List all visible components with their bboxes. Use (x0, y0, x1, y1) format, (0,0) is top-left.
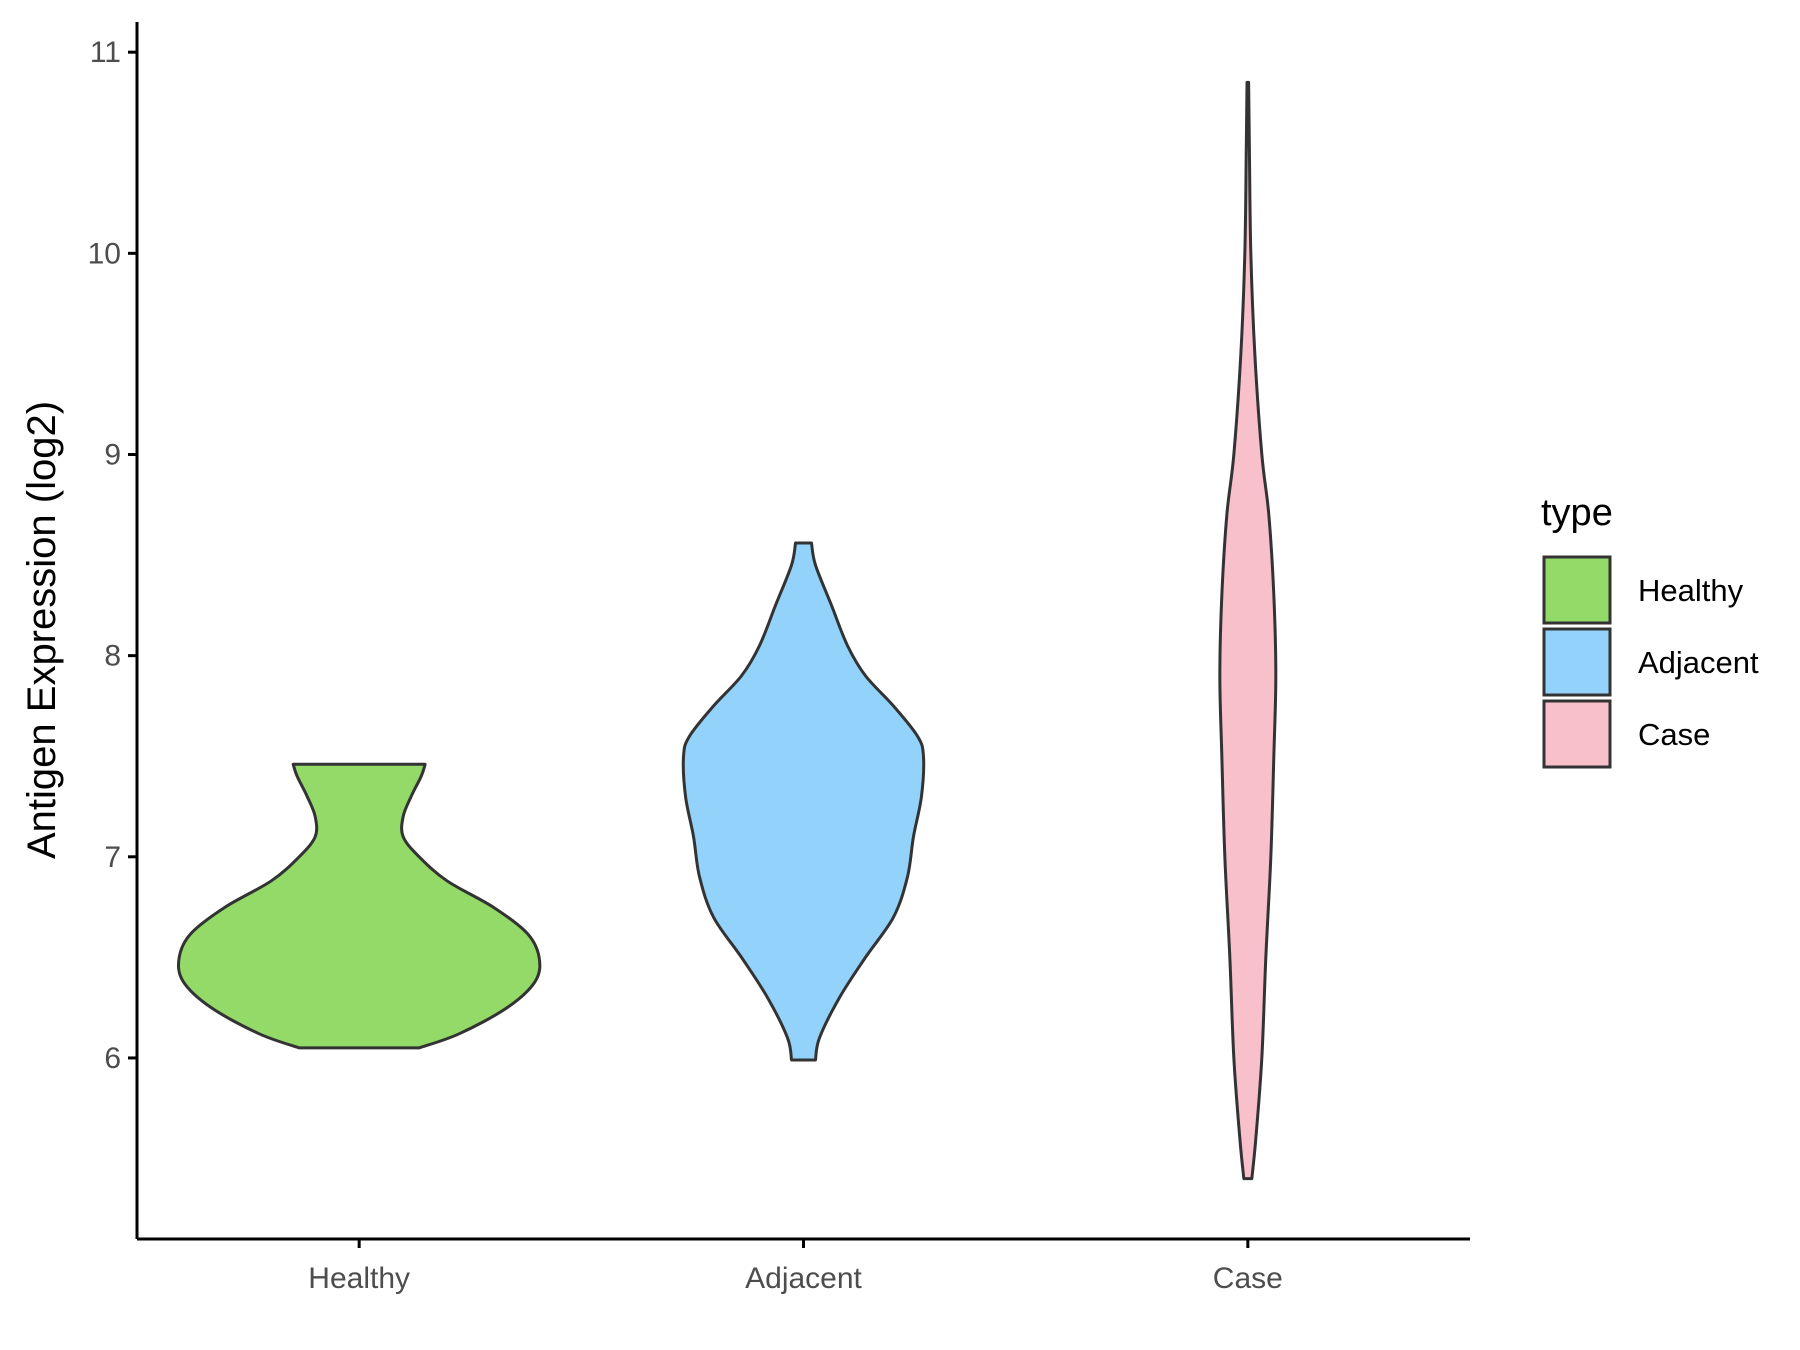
violin-healthy (176, 762, 542, 1050)
y-tick-label: 7 (104, 841, 121, 874)
x-axis-ticks: Healthy Adjacent Case (308, 1239, 1283, 1295)
legend-key-adjacent (1542, 627, 1612, 697)
y-tick-label: 9 (104, 438, 121, 471)
legend-label-healthy: Healthy (1638, 573, 1744, 608)
legend-label-adjacent: Adjacent (1638, 645, 1759, 680)
y-tick-label: 11 (90, 36, 121, 69)
y-axis-ticks: 6 7 8 9 10 11 (88, 36, 137, 1075)
y-tick-label: 8 (104, 640, 121, 673)
y-tick-label: 10 (88, 237, 121, 270)
legend-key-case (1542, 699, 1612, 769)
legend: type Healthy Adjacent Case (1541, 492, 1759, 769)
y-axis-title: Antigen Expression (log2) (20, 401, 64, 859)
violin-adjacent (681, 541, 926, 1062)
violins-layer (176, 80, 1278, 1181)
y-tick-label: 6 (104, 1042, 121, 1075)
x-tick-label: Case (1213, 1262, 1283, 1295)
violin-case (1218, 80, 1278, 1181)
legend-title: type (1541, 492, 1613, 534)
legend-label-case: Case (1638, 717, 1710, 752)
x-tick-label: Healthy (308, 1262, 410, 1295)
legend-key-healthy (1542, 555, 1612, 625)
x-tick-label: Adjacent (745, 1262, 862, 1295)
